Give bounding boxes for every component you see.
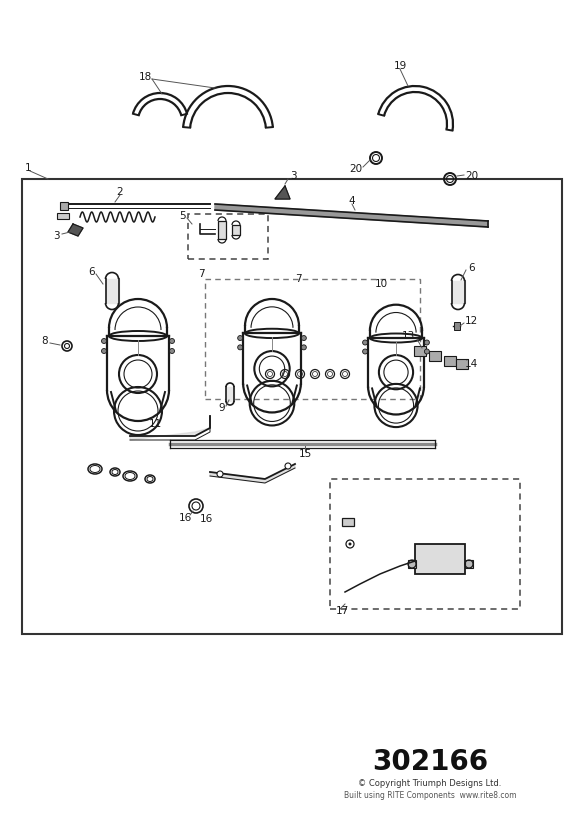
Text: 302166: 302166 — [372, 748, 488, 776]
Text: 8: 8 — [41, 336, 48, 346]
Text: Built using RITE Components  www.rite8.com: Built using RITE Components www.rite8.co… — [344, 792, 517, 800]
Text: 20: 20 — [349, 164, 362, 174]
Polygon shape — [215, 204, 488, 227]
Circle shape — [349, 542, 352, 545]
Text: 10: 10 — [375, 279, 388, 289]
Polygon shape — [451, 281, 465, 303]
Polygon shape — [275, 186, 290, 199]
Text: 14: 14 — [465, 359, 478, 369]
Circle shape — [238, 335, 243, 340]
Text: 18: 18 — [139, 72, 152, 82]
Circle shape — [363, 340, 368, 345]
Bar — [60, 202, 68, 210]
Text: 1: 1 — [25, 163, 31, 173]
Text: 12: 12 — [465, 316, 478, 326]
Circle shape — [170, 349, 174, 353]
Bar — [456, 359, 468, 369]
Text: 6: 6 — [89, 267, 95, 277]
Circle shape — [217, 471, 223, 477]
Bar — [408, 560, 416, 568]
Bar — [415, 544, 465, 574]
Bar — [414, 346, 426, 356]
Bar — [218, 221, 226, 239]
Circle shape — [424, 349, 430, 354]
Circle shape — [101, 349, 107, 353]
Text: 16: 16 — [200, 514, 213, 524]
Polygon shape — [106, 279, 118, 303]
Circle shape — [101, 339, 107, 344]
Polygon shape — [210, 464, 295, 483]
Text: 7: 7 — [198, 269, 205, 279]
Text: 19: 19 — [394, 61, 406, 71]
Text: 13: 13 — [402, 331, 415, 341]
Text: 2: 2 — [117, 187, 124, 197]
Circle shape — [238, 345, 243, 350]
Circle shape — [424, 340, 430, 345]
Text: 11: 11 — [149, 419, 161, 429]
Bar — [444, 356, 456, 366]
Circle shape — [301, 335, 306, 340]
Polygon shape — [130, 416, 210, 440]
Bar — [22, 179, 562, 634]
Text: 17: 17 — [336, 606, 349, 616]
Circle shape — [285, 463, 291, 469]
Bar — [57, 213, 69, 219]
Text: 3: 3 — [54, 231, 60, 241]
Bar — [232, 225, 240, 235]
Bar — [342, 518, 354, 526]
Text: © Copyright Triumph Designs Ltd.: © Copyright Triumph Designs Ltd. — [359, 780, 502, 789]
Bar — [205, 279, 420, 399]
Polygon shape — [68, 224, 83, 236]
Text: 20: 20 — [465, 171, 478, 181]
Text: 9: 9 — [219, 403, 225, 413]
Text: 16: 16 — [178, 513, 192, 523]
Bar — [429, 351, 441, 361]
Circle shape — [170, 339, 174, 344]
Text: 5: 5 — [180, 211, 186, 221]
Bar — [188, 214, 268, 259]
Circle shape — [301, 345, 306, 350]
Bar — [454, 322, 460, 330]
Text: 4: 4 — [349, 196, 355, 206]
Bar — [465, 560, 473, 568]
Circle shape — [363, 349, 368, 354]
Text: 3: 3 — [290, 171, 297, 181]
Bar — [330, 479, 520, 609]
Text: 15: 15 — [298, 449, 312, 459]
Text: 7: 7 — [295, 274, 301, 284]
Text: 6: 6 — [468, 263, 475, 273]
Polygon shape — [226, 387, 234, 401]
